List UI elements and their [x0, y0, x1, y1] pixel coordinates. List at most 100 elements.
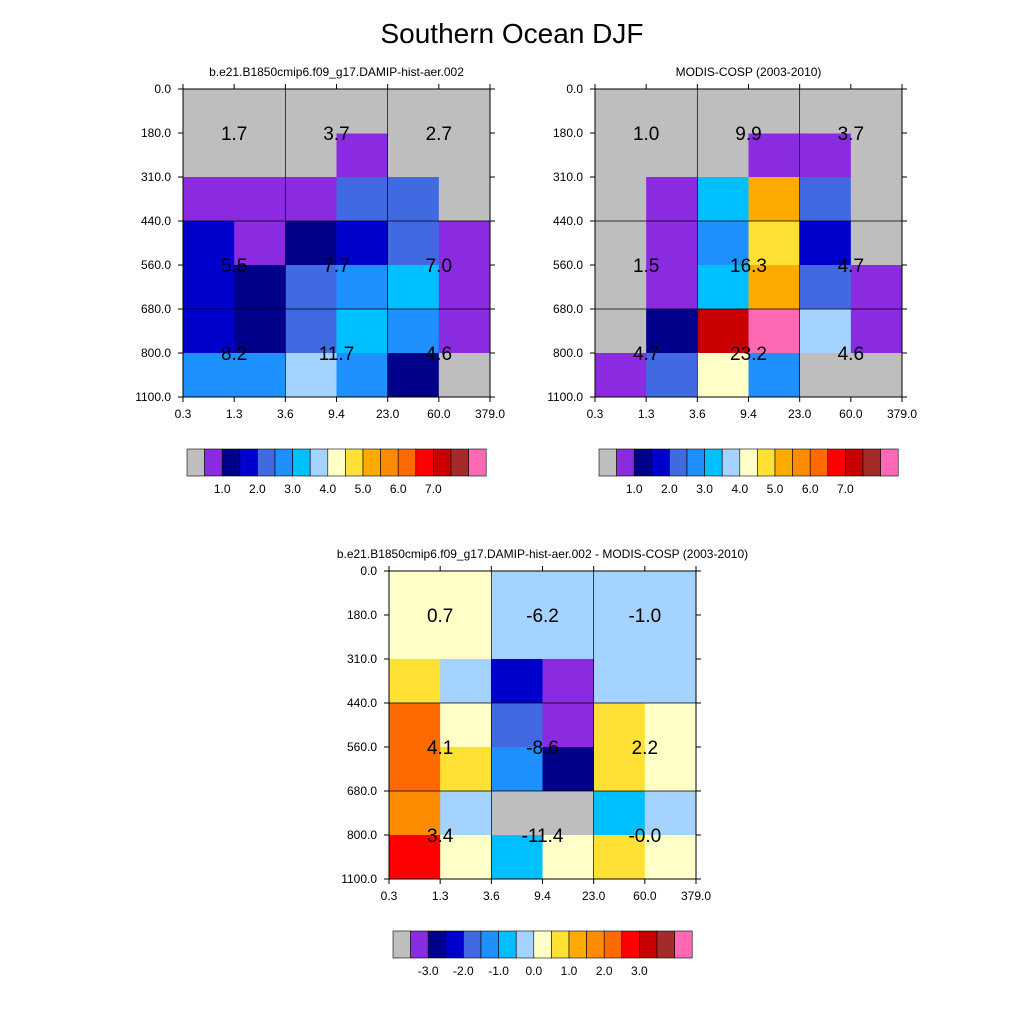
- cell-value-label: 4.1: [427, 738, 453, 759]
- heatmap-cell: [799, 309, 852, 354]
- colorbar-swatch: [433, 448, 452, 477]
- heatmap-panel-1: 0.3 1.3 3.6 9.4 23.0 60.0 379.0 0.0 180.0 310.0 44…: [135, 65, 505, 496]
- colorbar-label: 3.0: [631, 964, 648, 978]
- colorbar-swatch: [656, 930, 675, 959]
- x-tick-label: 3.6: [483, 889, 500, 903]
- heatmap-cell: [440, 571, 492, 616]
- heatmap-cell: [593, 835, 646, 880]
- heatmap-cell: [387, 89, 440, 134]
- heatmap-cell: [593, 791, 646, 836]
- colorbar-swatch: [186, 448, 205, 477]
- panel-title: b.e21.B1850cmip6.f09_g17.DAMIP-hist-aer.…: [209, 65, 464, 79]
- heatmap-cell: [285, 309, 337, 354]
- y-tick-label: 1100.0: [341, 872, 377, 886]
- colorbar-swatch: [880, 448, 899, 477]
- cell-value-label: 8.2: [221, 344, 247, 365]
- heatmap-cell: [234, 221, 286, 266]
- y-tick-label: 0.0: [154, 82, 171, 96]
- y-tick-label: 310.0: [553, 170, 583, 184]
- colorbar-swatch: [551, 930, 570, 959]
- heatmap-cell: [234, 309, 286, 354]
- heatmap-cell: [387, 309, 440, 354]
- heatmap-cell: [389, 791, 441, 836]
- heatmap-cell: [644, 571, 697, 616]
- heatmap-cell: [336, 177, 389, 222]
- colorbar-swatch: [674, 930, 693, 959]
- x-tick-label: 23.0: [788, 407, 812, 421]
- cell-value-label: 3.7: [323, 124, 349, 145]
- colorbar-swatch: [221, 448, 241, 477]
- heatmap-cell: [387, 353, 440, 398]
- heatmap-cell: [491, 835, 543, 880]
- colorbar: 1.0 2.0 3.0 4.0 5.0 6.0 7.0: [186, 448, 487, 496]
- heatmap-cell: [646, 89, 698, 134]
- heatmap-cell: [542, 791, 595, 836]
- x-tick-label: 0.3: [381, 889, 398, 903]
- colorbar-swatch: [204, 448, 223, 477]
- colorbar: -3.0 -2.0 -1.0 0.0 1.0 2.0 3.0: [392, 930, 693, 978]
- y-tick-label: 180.0: [347, 608, 377, 622]
- x-tick-label: 9.4: [328, 407, 345, 421]
- heatmap-cell: [748, 353, 801, 398]
- colorbar-swatch: [533, 930, 552, 959]
- colorbar-label: 6.0: [802, 482, 819, 496]
- figure-title: Southern Ocean DJF: [380, 18, 644, 49]
- colorbar-swatch: [410, 930, 429, 959]
- colorbar-swatch: [639, 930, 658, 959]
- cell-value-label: 7.0: [426, 256, 452, 277]
- y-tick-label: 560.0: [553, 258, 583, 272]
- colorbar-swatch: [450, 448, 469, 477]
- heatmap-cell: [438, 265, 491, 310]
- colorbar-label: 2.0: [249, 482, 266, 496]
- heatmap-cell: [697, 177, 749, 222]
- heatmap-cell: [799, 353, 852, 398]
- heatmap-cell: [697, 265, 749, 310]
- heatmap-cell: [387, 265, 440, 310]
- colorbar-swatch: [415, 448, 434, 477]
- heatmap-cell: [593, 571, 646, 616]
- x-tick-label: 0.3: [175, 407, 192, 421]
- heatmap-cell: [285, 177, 337, 222]
- colorbar-label: 3.0: [284, 482, 301, 496]
- x-tick-label: 379.0: [887, 407, 917, 421]
- heatmap-cell: [387, 177, 440, 222]
- heatmap-cell: [491, 571, 543, 616]
- heatmap-cell: [389, 835, 441, 880]
- colorbar-swatch: [309, 448, 329, 477]
- colorbar: 1.0 2.0 3.0 4.0 5.0 6.0 7.0: [598, 448, 899, 496]
- heatmap-cell: [336, 89, 389, 134]
- heatmap-cell: [646, 177, 698, 222]
- heatmap-cell: [234, 265, 286, 310]
- heatmap-cell: [542, 747, 595, 792]
- y-tick-label: 1100.0: [547, 390, 583, 404]
- cell-value-label: 4.6: [426, 344, 452, 365]
- heatmap-cell: [440, 835, 492, 880]
- cell-value-label: 4.7: [633, 344, 659, 365]
- cell-value-label: 7.7: [323, 256, 349, 277]
- y-tick-label: 310.0: [347, 652, 377, 666]
- y-tick-label: 310.0: [141, 170, 171, 184]
- x-tick-label: 60.0: [427, 407, 451, 421]
- cell-value-label: 23.2: [730, 344, 767, 365]
- heatmap-cell: [440, 791, 492, 836]
- y-tick-label: 680.0: [347, 784, 377, 798]
- heatmap-cell: [542, 571, 595, 616]
- y-tick-label: 680.0: [141, 302, 171, 316]
- colorbar-swatch: [633, 448, 653, 477]
- colorbar-swatch: [345, 448, 364, 477]
- colorbar-label: -2.0: [453, 964, 474, 978]
- heatmap-cell: [542, 835, 595, 880]
- y-tick-label: 800.0: [553, 346, 583, 360]
- y-tick-label: 1100.0: [135, 390, 171, 404]
- colorbar-swatch: [827, 448, 846, 477]
- colorbar-swatch: [568, 930, 587, 959]
- heatmap-cell: [387, 221, 440, 266]
- heatmap-cell: [593, 703, 646, 748]
- colorbar-swatch: [463, 930, 482, 959]
- y-tick-label: 180.0: [141, 126, 171, 140]
- colorbar-swatch: [809, 448, 829, 477]
- colorbar-swatch: [603, 930, 623, 959]
- heatmap-cell: [850, 89, 903, 134]
- colorbar-swatch: [397, 448, 417, 477]
- heatmap-cell: [491, 659, 543, 704]
